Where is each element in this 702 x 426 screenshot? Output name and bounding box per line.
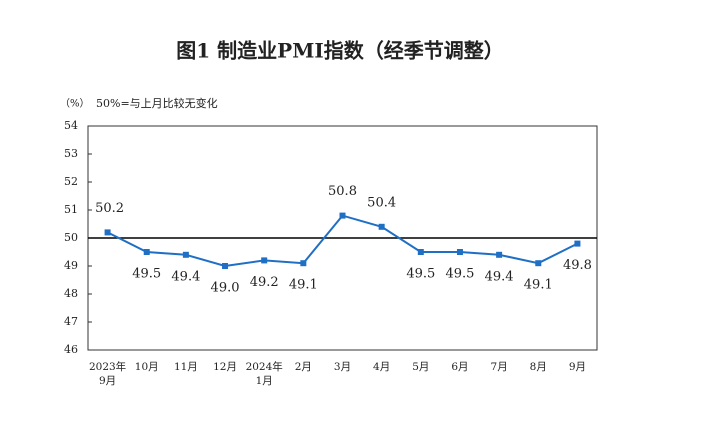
marker xyxy=(456,249,463,255)
x-tick-label: 2023年 9月 xyxy=(89,360,126,387)
marker xyxy=(104,229,111,236)
x-tick-label: 3月 xyxy=(334,361,351,373)
chart-title: 图1 制造业PMI指数（经季节调整） xyxy=(176,39,503,63)
value-label: 49.5 xyxy=(132,267,161,282)
x-tick-label: 4月 xyxy=(373,361,390,373)
value-label: 50.8 xyxy=(328,184,357,199)
x-tick-label: 12月 xyxy=(213,361,237,373)
value-label: 49.8 xyxy=(563,258,592,273)
marker xyxy=(378,223,385,230)
marker xyxy=(496,251,503,258)
x-tick-label: 5月 xyxy=(412,361,429,373)
value-label: 50.4 xyxy=(367,195,396,210)
x-tick-label: 6月 xyxy=(451,361,468,373)
value-label: 49.5 xyxy=(406,267,435,282)
marker xyxy=(535,260,542,267)
y-tick-label: 47 xyxy=(64,315,78,328)
value-label: 49.1 xyxy=(289,278,318,293)
x-tick-label: 7月 xyxy=(491,361,508,373)
value-label: 49.2 xyxy=(250,275,279,290)
y-tick-label: 52 xyxy=(64,175,78,188)
y-tick-label: 48 xyxy=(64,287,78,300)
marker xyxy=(339,212,346,219)
value-label: 49.0 xyxy=(211,281,240,296)
marker xyxy=(222,263,229,269)
marker xyxy=(182,251,189,258)
x-tick-label: 8月 xyxy=(530,361,547,373)
y-tick-label: 54 xyxy=(64,119,78,132)
line xyxy=(107,214,578,268)
marker xyxy=(143,249,150,255)
value-label: 49.5 xyxy=(445,267,474,282)
x-tick-label: 2月 xyxy=(295,361,312,373)
x-tick-label: 9月 xyxy=(569,361,586,373)
x-tick-label: 11月 xyxy=(174,361,198,373)
x-tick-label: 2024年 1月 xyxy=(246,360,283,387)
value-label: 49.4 xyxy=(171,269,200,284)
y-tick-label: 49 xyxy=(64,259,78,272)
x-tick-label: 10月 xyxy=(135,361,159,373)
marker xyxy=(261,257,268,264)
marker xyxy=(574,240,581,247)
marker xyxy=(300,260,307,267)
y-unit: （%） xyxy=(60,98,90,110)
marker xyxy=(417,249,424,255)
value-label: 50.2 xyxy=(95,201,124,216)
y-tick-label: 50 xyxy=(64,231,78,244)
y-tick-label: 51 xyxy=(64,203,78,216)
y-tick-label: 53 xyxy=(64,147,78,160)
value-label: 49.4 xyxy=(485,269,514,284)
annotation: 50%=与上月比较无变化 xyxy=(96,96,218,110)
value-label: 49.1 xyxy=(524,278,553,293)
y-tick-label: 46 xyxy=(64,343,78,356)
